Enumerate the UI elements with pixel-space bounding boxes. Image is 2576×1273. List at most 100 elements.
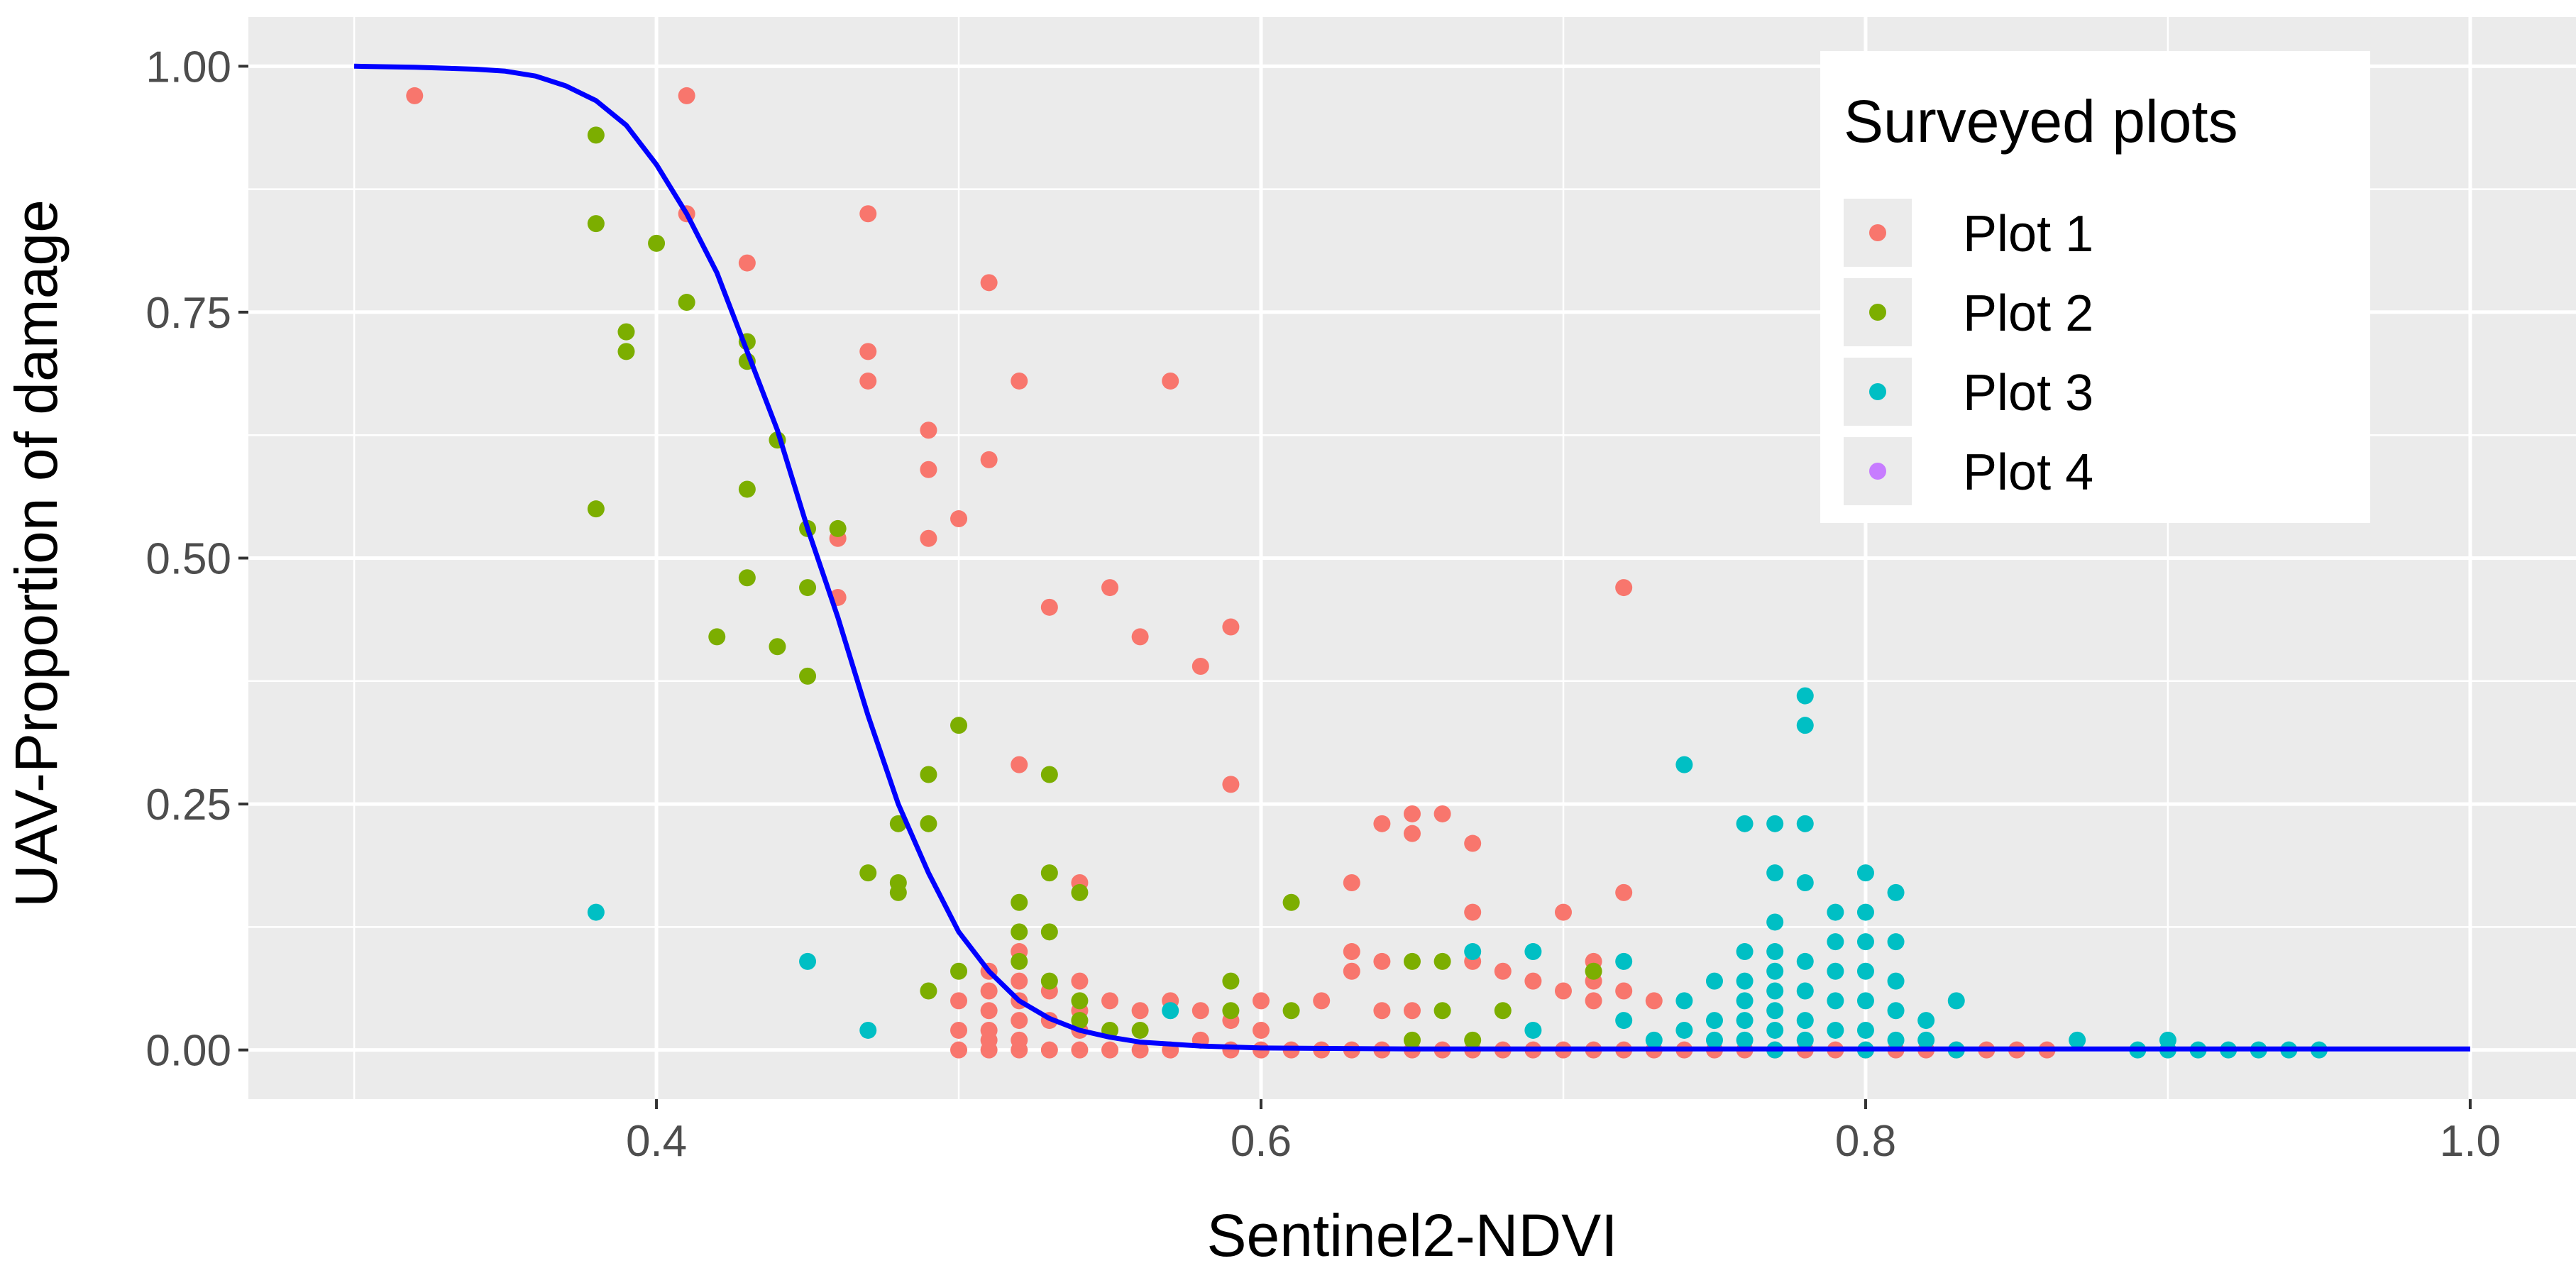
data-point-plot-1	[1040, 1041, 1058, 1059]
legend: Surveyed plots Plot 1 Plot 2 Plot 3 Plot 4	[1820, 51, 2370, 523]
data-point-plot-1	[1131, 1041, 1149, 1059]
data-point-plot-3	[1675, 992, 1693, 1010]
data-point-plot-1	[1615, 579, 1633, 597]
data-point-plot-1	[980, 1002, 998, 1020]
data-point-plot-3	[1827, 933, 1844, 951]
data-point-plot-1	[1404, 805, 1421, 822]
data-point-plot-2	[587, 126, 605, 144]
data-point-plot-2	[1404, 1031, 1421, 1049]
y-tick-label: 0.75	[145, 289, 231, 338]
data-point-plot-1	[1253, 1021, 1270, 1039]
data-point-plot-3	[1887, 1002, 1905, 1020]
legend-swatch-plot-2	[1869, 304, 1886, 321]
data-point-plot-1	[1404, 825, 1421, 842]
data-point-plot-1	[859, 372, 877, 390]
data-point-plot-3	[1796, 687, 1814, 705]
data-point-plot-2	[1282, 1002, 1300, 1020]
data-point-plot-3	[1736, 992, 1754, 1010]
data-point-plot-3	[1796, 1031, 1814, 1049]
data-point-plot-1	[1464, 834, 1482, 852]
data-point-plot-2	[1464, 1031, 1482, 1049]
data-point-plot-2	[1282, 893, 1300, 911]
data-point-plot-1	[859, 205, 877, 223]
data-point-plot-3	[1887, 972, 1905, 990]
data-point-plot-1	[1071, 972, 1089, 990]
data-point-plot-2	[1222, 1002, 1240, 1020]
data-point-plot-3	[1675, 1021, 1693, 1039]
data-point-plot-3	[799, 952, 817, 970]
data-point-plot-1	[950, 1021, 968, 1039]
data-point-plot-3	[2069, 1031, 2086, 1049]
data-point-plot-1	[1373, 815, 1391, 832]
data-point-plot-3	[1705, 1031, 1723, 1049]
data-point-plot-3	[1705, 1012, 1723, 1030]
data-point-plot-3	[1887, 933, 1905, 951]
data-point-plot-3	[587, 903, 605, 921]
data-point-plot-2	[799, 579, 817, 597]
data-point-plot-3	[1766, 1002, 1784, 1020]
data-point-plot-3	[1736, 1012, 1754, 1030]
data-point-plot-1	[980, 982, 998, 1000]
data-point-plot-1	[1373, 952, 1391, 970]
x-axis-title: Sentinel2-NDVI	[1207, 1202, 1618, 1269]
data-point-plot-2	[1071, 1012, 1089, 1030]
data-point-plot-3	[1796, 952, 1814, 970]
data-point-plot-3	[859, 1021, 877, 1039]
data-point-plot-1	[950, 1041, 968, 1059]
data-point-plot-1	[1191, 658, 1209, 675]
data-point-plot-3	[1766, 864, 1784, 882]
data-point-plot-2	[920, 982, 937, 1000]
data-point-plot-2	[1071, 992, 1089, 1010]
data-point-plot-1	[1554, 903, 1572, 921]
data-point-plot-1	[406, 87, 424, 104]
legend-label-plot-2: Plot 2	[1963, 285, 2093, 342]
data-point-plot-3	[1856, 864, 1874, 882]
data-point-plot-1	[1011, 372, 1028, 390]
data-point-plot-2	[738, 569, 756, 587]
data-point-plot-1	[1645, 992, 1663, 1010]
data-point-plot-3	[1766, 962, 1784, 980]
data-point-plot-1	[950, 510, 968, 528]
data-point-plot-2	[799, 667, 817, 685]
legend-title: Surveyed plots	[1844, 88, 2238, 155]
data-point-plot-3	[1736, 943, 1754, 961]
data-point-plot-2	[648, 234, 666, 252]
data-point-plot-1	[1464, 903, 1482, 921]
data-point-plot-3	[1856, 903, 1874, 921]
legend-label-plot-4: Plot 4	[1963, 444, 2093, 501]
x-tick-label: 0.6	[1231, 1117, 1292, 1166]
data-point-plot-2	[617, 323, 635, 341]
data-point-plot-2	[1131, 1021, 1149, 1039]
data-point-plot-3	[1856, 992, 1874, 1010]
data-point-plot-1	[1011, 1012, 1028, 1030]
data-point-plot-3	[1917, 1031, 1935, 1049]
data-point-plot-2	[1071, 883, 1089, 901]
data-point-plot-2	[1040, 923, 1058, 941]
data-point-plot-2	[1040, 766, 1058, 783]
data-point-plot-2	[1433, 1002, 1451, 1020]
data-point-plot-1	[1585, 992, 1602, 1010]
data-point-plot-2	[678, 294, 695, 312]
y-tick-label: 0.00	[145, 1027, 231, 1076]
data-point-plot-1	[980, 274, 998, 292]
data-point-plot-2	[889, 883, 907, 901]
data-point-plot-3	[1917, 1012, 1935, 1030]
data-point-plot-3	[1705, 972, 1723, 990]
data-point-plot-3	[1856, 933, 1874, 951]
data-point-plot-3	[1796, 874, 1814, 891]
data-point-plot-2	[1040, 972, 1058, 990]
data-point-plot-1	[980, 1041, 998, 1059]
data-point-plot-1	[1524, 972, 1542, 990]
data-point-plot-3	[1766, 982, 1784, 1000]
legend-label-plot-3: Plot 3	[1963, 365, 2093, 421]
data-point-plot-3	[1615, 1012, 1633, 1030]
data-point-plot-1	[1131, 1002, 1149, 1020]
data-point-plot-2	[587, 215, 605, 233]
data-point-plot-2	[617, 343, 635, 360]
data-point-plot-1	[1191, 1002, 1209, 1020]
data-point-plot-1	[1071, 1041, 1089, 1059]
data-point-plot-2	[950, 962, 968, 980]
data-point-plot-3	[1736, 1031, 1754, 1049]
data-points	[406, 87, 2328, 1059]
